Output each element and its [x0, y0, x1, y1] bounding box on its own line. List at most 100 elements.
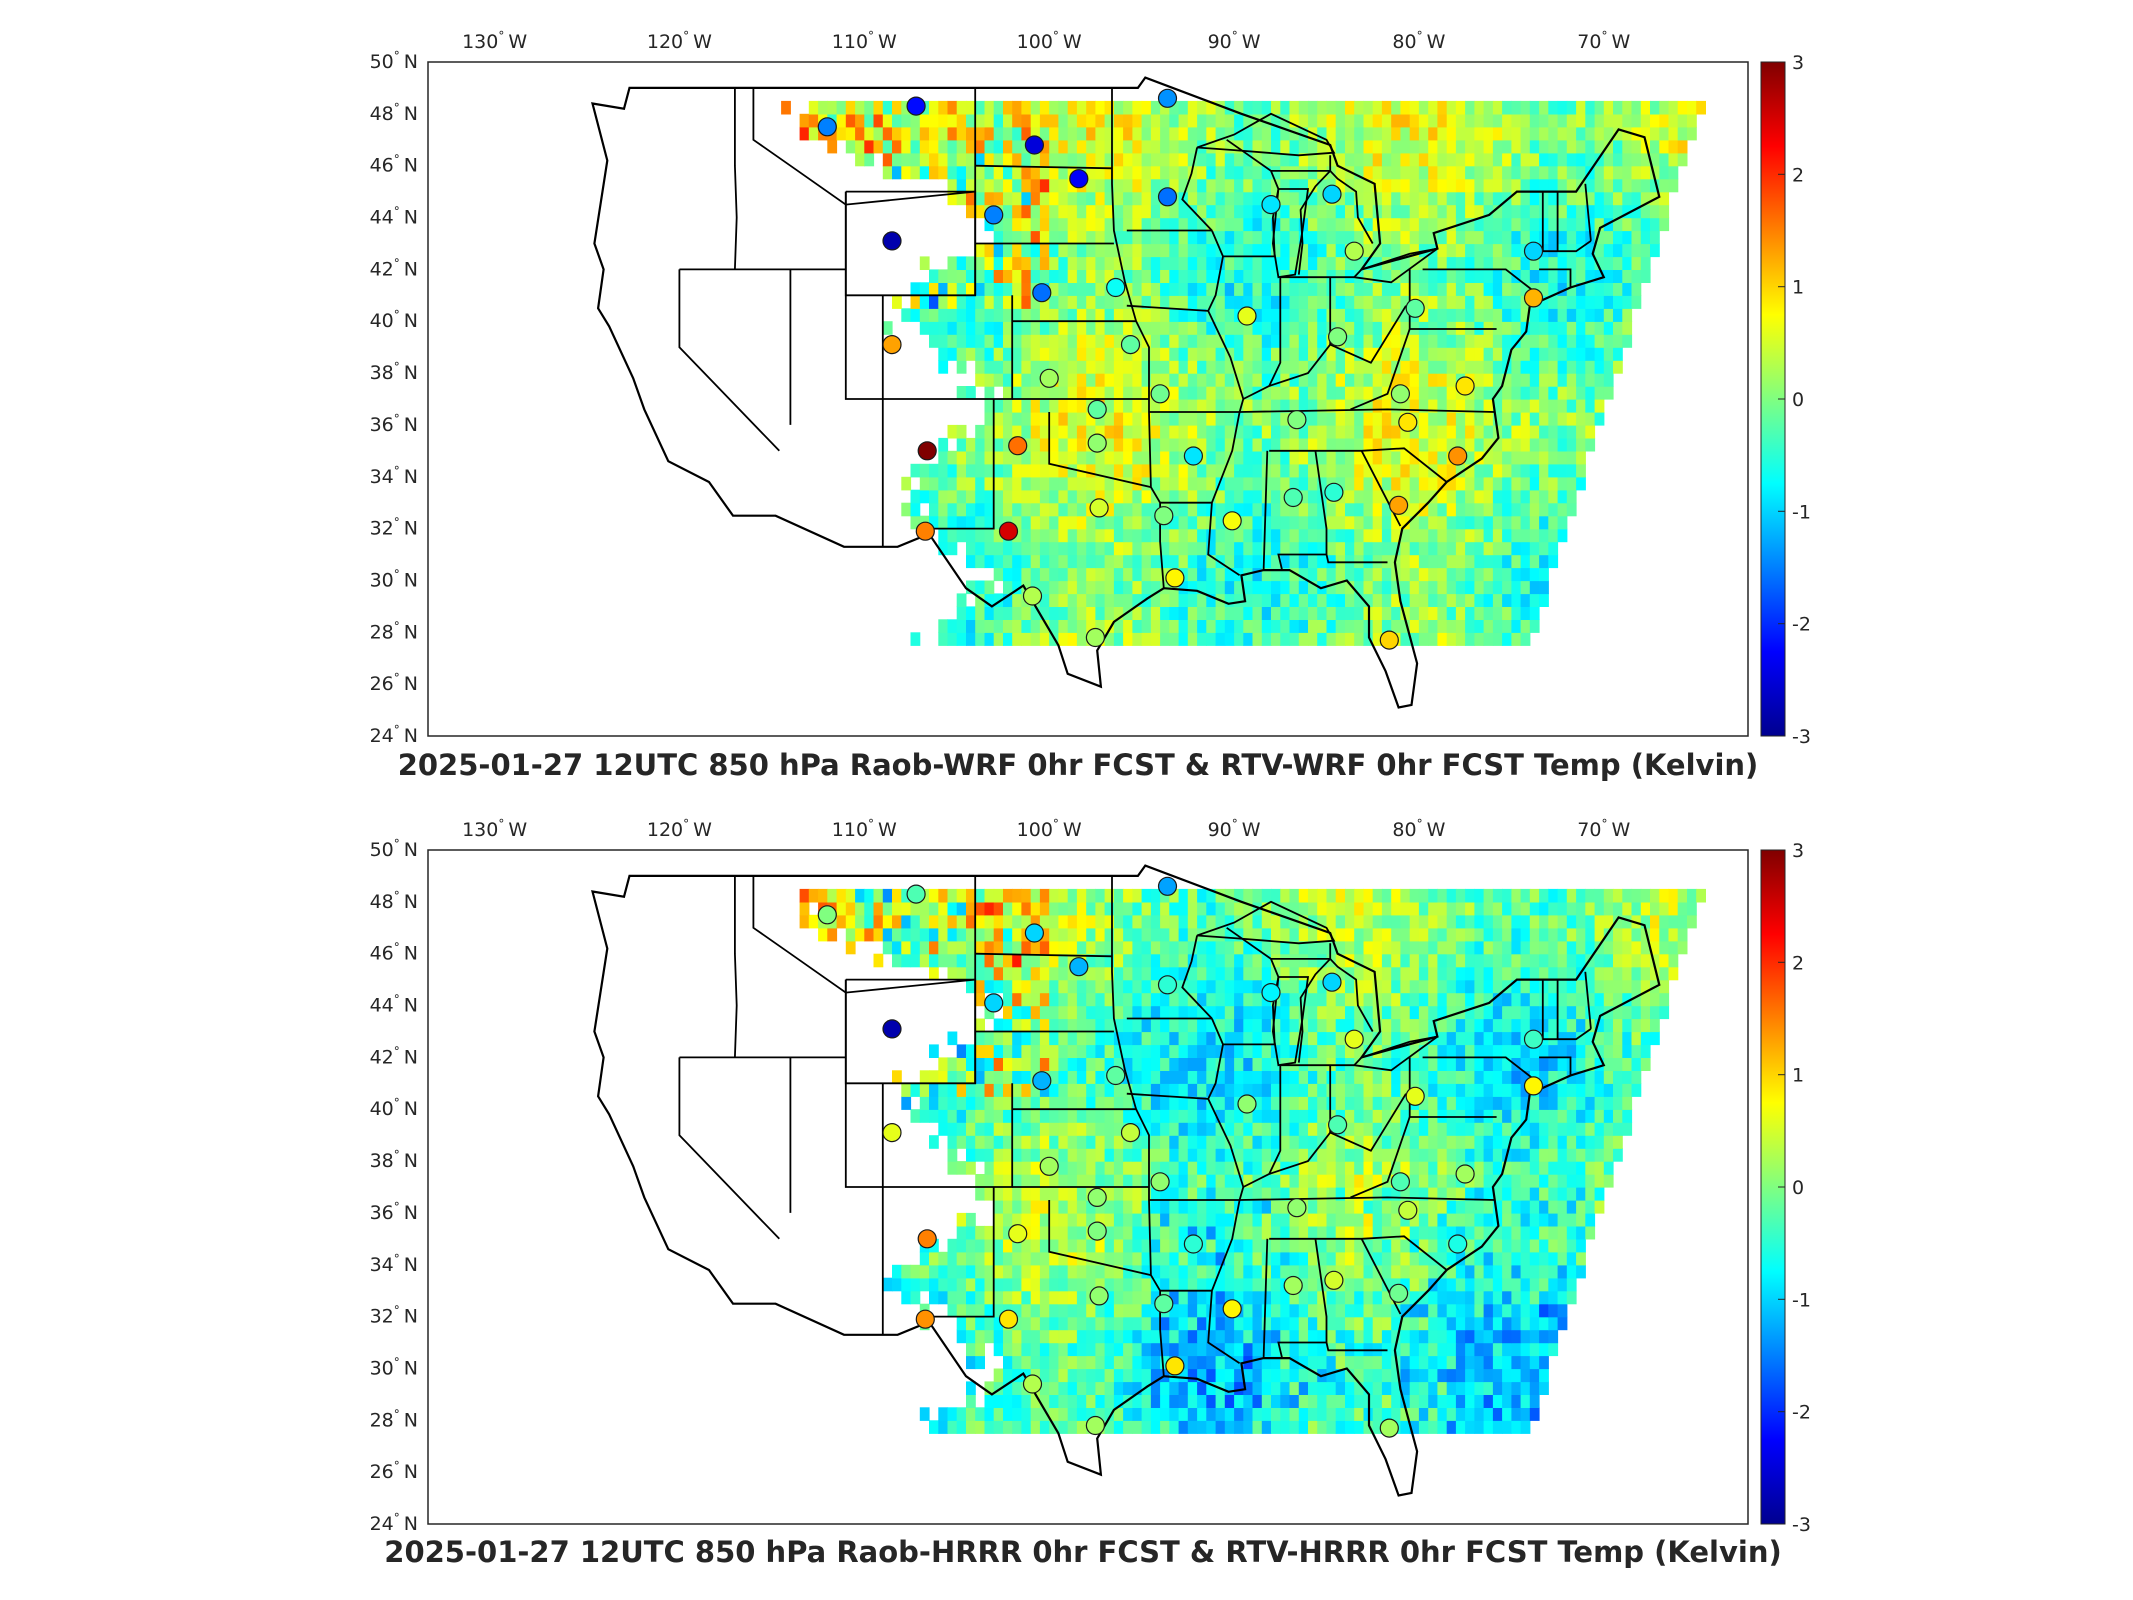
- field-cell: [1400, 515, 1411, 530]
- field-cell: [1446, 1200, 1457, 1214]
- field-cell: [1418, 567, 1429, 582]
- field-cell: [1003, 1096, 1013, 1110]
- field-cell: [1252, 334, 1263, 348]
- field-cell: [1169, 1420, 1180, 1434]
- field-cell: [1659, 217, 1670, 232]
- field-cell: [966, 619, 976, 633]
- field-cell: [1197, 152, 1207, 167]
- field-cell: [1539, 321, 1549, 335]
- field-cell: [1363, 334, 1374, 348]
- field-cell: [1391, 282, 1401, 296]
- field-cell: [1576, 243, 1586, 258]
- field-cell: [1585, 1225, 1596, 1240]
- field-cell: [1585, 412, 1596, 426]
- field-cell: [1206, 217, 1217, 232]
- field-cell: [1150, 321, 1161, 335]
- field-cell: [1113, 437, 1124, 452]
- field-cell: [1354, 554, 1364, 569]
- field-cell: [938, 515, 949, 530]
- field-cell: [1003, 412, 1013, 426]
- field-cell: [1446, 502, 1457, 517]
- field-cell: [1409, 515, 1420, 530]
- field-cell: [1548, 178, 1559, 193]
- field-cell: [1557, 399, 1568, 413]
- field-cell: [1326, 230, 1337, 245]
- field-cell: [1345, 334, 1355, 348]
- field-cell: [1104, 502, 1115, 517]
- field-cell: [1465, 424, 1475, 439]
- field-cell: [938, 126, 949, 141]
- field-cell: [1650, 152, 1660, 167]
- field-cell: [1594, 217, 1605, 232]
- field-cell: [1252, 1135, 1263, 1149]
- field-cell: [1391, 217, 1401, 232]
- field-cell: [1631, 269, 1642, 283]
- field-cell: [1003, 1394, 1013, 1408]
- field-cell: [1381, 1187, 1392, 1201]
- field-cell: [1335, 1174, 1346, 1188]
- field-cell: [1003, 1368, 1013, 1383]
- field-cell: [1335, 1342, 1346, 1357]
- field-cell: [1354, 593, 1364, 607]
- field-cell: [1252, 424, 1263, 439]
- field-cell: [1539, 204, 1549, 219]
- field-cell: [984, 217, 995, 232]
- field-cell: [1603, 1161, 1614, 1175]
- field-cell: [1215, 554, 1226, 569]
- field-cell: [1169, 463, 1180, 478]
- field-cell: [1317, 204, 1327, 219]
- field-cell: [1335, 269, 1346, 283]
- field-cell: [947, 619, 958, 633]
- field-cell: [1502, 1200, 1512, 1214]
- field-cell: [910, 1109, 921, 1123]
- field-cell: [1400, 1329, 1411, 1344]
- field-cell: [1197, 502, 1207, 517]
- field-cell: [1529, 1381, 1540, 1395]
- field-cell: [1474, 1368, 1485, 1383]
- field-cell: [938, 489, 949, 504]
- field-cell: [1271, 1277, 1281, 1292]
- field-cell: [1354, 1420, 1364, 1434]
- field-cell: [1003, 399, 1013, 413]
- raob-station-marker: [915, 521, 935, 541]
- field-cell: [1511, 1135, 1522, 1149]
- field-cell: [1030, 1420, 1041, 1434]
- field-cell: [1492, 1303, 1503, 1318]
- field-cell: [1576, 424, 1586, 439]
- field-cell: [1363, 269, 1374, 283]
- panel-title: 2025-01-27 12UTC 850 hPa Raob-WRF 0hr FC…: [398, 748, 1759, 782]
- field-cell: [1095, 463, 1106, 478]
- field-cell: [1520, 126, 1531, 141]
- field-cell: [1492, 541, 1503, 556]
- field-cell: [1326, 217, 1337, 232]
- field-cell: [975, 139, 985, 154]
- field-cell: [1067, 1109, 1078, 1123]
- field-cell: [1308, 152, 1318, 167]
- field-cell: [1566, 269, 1577, 283]
- field-cell: [1076, 1096, 1087, 1110]
- field-cell: [1437, 1342, 1448, 1357]
- field-cell: [1474, 1251, 1485, 1266]
- field-cell: [1224, 463, 1235, 478]
- field-cell: [1566, 334, 1577, 348]
- field-cell: [1132, 450, 1143, 465]
- field-cell: [1067, 1420, 1078, 1434]
- field-cell: [1677, 100, 1688, 115]
- field-cell: [1197, 1381, 1207, 1395]
- field-cell: [1049, 1174, 1059, 1188]
- field-cell: [1381, 1277, 1392, 1292]
- field-cell: [1187, 178, 1198, 193]
- field-cell: [1326, 399, 1337, 413]
- field-cell: [1455, 243, 1466, 258]
- field-cell: [1141, 1174, 1152, 1188]
- field-cell: [966, 100, 976, 115]
- field-cell: [1418, 1122, 1429, 1136]
- field-cell: [1372, 1238, 1383, 1253]
- field-cell: [1511, 1355, 1522, 1370]
- field-cell: [1492, 1187, 1503, 1201]
- field-cell: [1039, 1394, 1050, 1408]
- field-cell: [1058, 606, 1069, 620]
- field-cell: [1603, 334, 1614, 348]
- field-cell: [984, 580, 995, 595]
- field-cell: [1455, 295, 1466, 309]
